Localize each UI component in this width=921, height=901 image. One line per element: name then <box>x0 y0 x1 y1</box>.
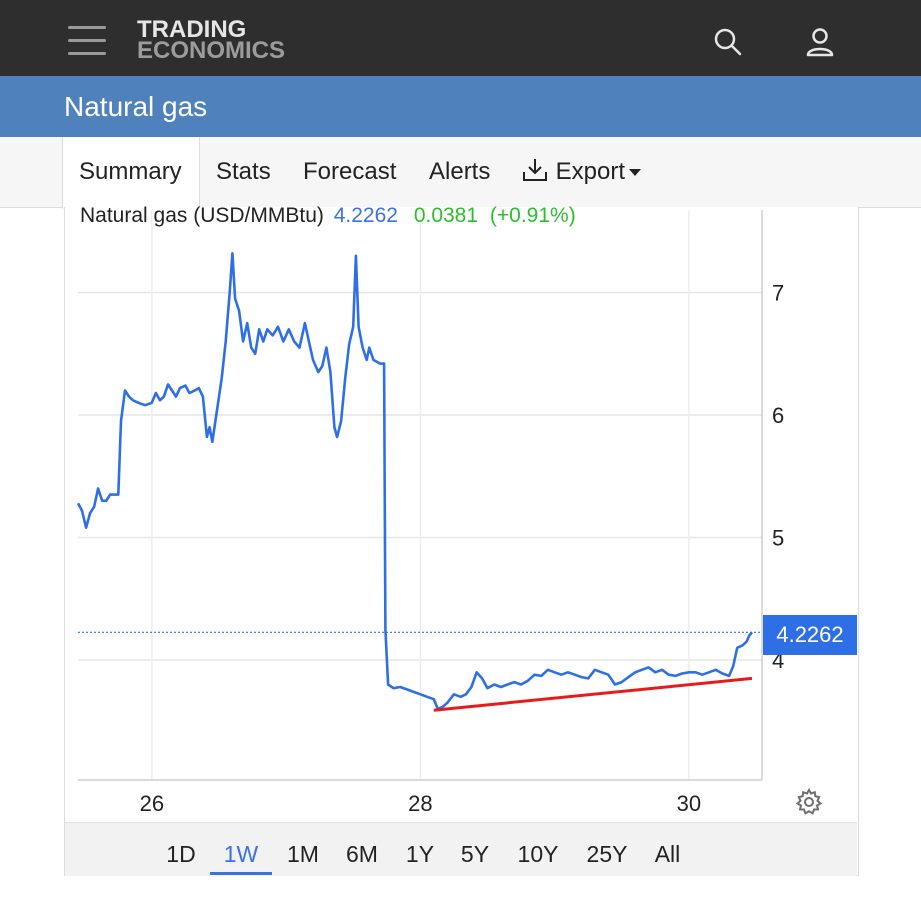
user-icon[interactable] <box>802 24 838 60</box>
range-1d[interactable]: 1D <box>166 841 196 867</box>
legend-series-name: Natural gas (USD/MMBtu) <box>80 204 324 227</box>
tab-label: Alerts <box>429 158 491 185</box>
tab-export[interactable]: Export <box>521 137 642 207</box>
y-tick-label: 6 <box>772 403 784 428</box>
search-icon[interactable] <box>710 24 746 60</box>
tab-stats[interactable]: Stats <box>216 137 271 207</box>
range-6m[interactable]: 6M <box>346 841 378 867</box>
range-selector: 1D 1W 1M 6M 1Y 5Y 10Y 25Y All <box>65 822 857 876</box>
page-title: Natural gas <box>64 91 208 122</box>
tab-bar: Summary Stats Forecast Alerts Export <box>0 137 921 209</box>
tab-forecast[interactable]: Forecast <box>303 137 396 207</box>
price-series-line <box>76 252 753 711</box>
gear-icon[interactable] <box>795 787 823 816</box>
chevron-down-icon <box>629 169 642 177</box>
legend-price: 4.2262 <box>333 204 398 227</box>
range-all[interactable]: All <box>654 841 681 867</box>
title-bar: Natural gas <box>0 76 921 137</box>
range-25y[interactable]: 25Y <box>586 841 628 867</box>
x-tick-label: 30 <box>677 791 701 816</box>
brand-line2: ECONOMICS <box>137 37 286 64</box>
range-1y[interactable]: 1Y <box>405 841 435 867</box>
last-price-tag: 4.2262 <box>763 615 857 655</box>
x-tick-label: 26 <box>140 791 164 816</box>
range-1w[interactable]: 1W <box>210 823 272 875</box>
tab-alerts[interactable]: Alerts <box>429 137 490 207</box>
x-tick-label: 28 <box>408 791 432 816</box>
download-icon <box>523 159 547 181</box>
trendline <box>433 676 753 712</box>
range-5y[interactable]: 5Y <box>460 841 490 867</box>
legend-change-pct: (+0.91%) <box>489 204 576 227</box>
range-10y[interactable]: 10Y <box>517 841 559 867</box>
tab-label: Summary <box>79 158 182 185</box>
brand-line1: TRADING <box>137 16 247 43</box>
brand-logo[interactable]: TRADING ECONOMICS <box>137 16 286 64</box>
chart-panel <box>64 207 859 876</box>
range-1m[interactable]: 1M <box>287 841 319 867</box>
tab-label: Export <box>555 158 626 185</box>
tab-label: Stats <box>216 158 271 185</box>
top-bar: TRADING ECONOMICS <box>0 0 921 76</box>
y-tick-label: 5 <box>772 526 784 551</box>
tab-summary[interactable]: Summary <box>62 137 200 209</box>
menu-icon[interactable] <box>68 26 106 56</box>
chart-legend: Natural gas (USD/MMBtu) 4.2262 0.0381 (+… <box>80 204 576 228</box>
legend-change: 0.0381 <box>413 204 479 227</box>
tab-label: Forecast <box>303 158 397 185</box>
y-tick-label: 7 <box>772 281 784 306</box>
